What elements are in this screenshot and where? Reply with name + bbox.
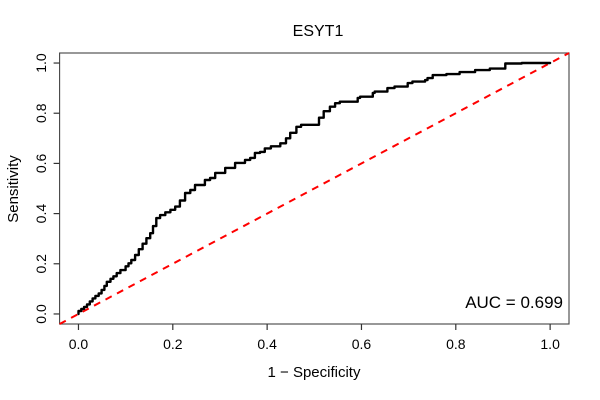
y-tick-label: 0.0 [33,304,49,324]
x-axis-ticks: 0.0 0.2 0.4 0.6 0.8 1.0 [69,324,560,352]
x-axis-label: 1 − Specificity [268,364,361,381]
y-tick-label: 0.2 [33,254,49,274]
x-tick-label: 1.0 [540,336,560,352]
chance-diagonal-line [59,52,570,325]
x-tick-label: 0.8 [446,336,466,352]
plot-box [59,52,570,325]
y-tick-label: 0.6 [33,153,49,173]
x-tick-label: 0.0 [69,336,89,352]
y-tick-label: 0.4 [33,204,49,224]
x-tick-label: 0.2 [163,336,183,352]
chart-title: ESYT1 [293,23,344,40]
roc-curve-line [77,61,552,316]
y-tick-label: 0.8 [33,103,49,123]
x-tick-label: 0.4 [257,336,277,352]
x-tick-label: 0.6 [352,336,372,352]
auc-annotation: AUC = 0.699 [465,293,563,312]
y-axis-label: Sensitivity [5,155,22,223]
y-tick-label: 1.0 [33,53,49,73]
y-axis-ticks: 0.0 0.2 0.4 0.6 0.8 1.0 [33,53,60,324]
